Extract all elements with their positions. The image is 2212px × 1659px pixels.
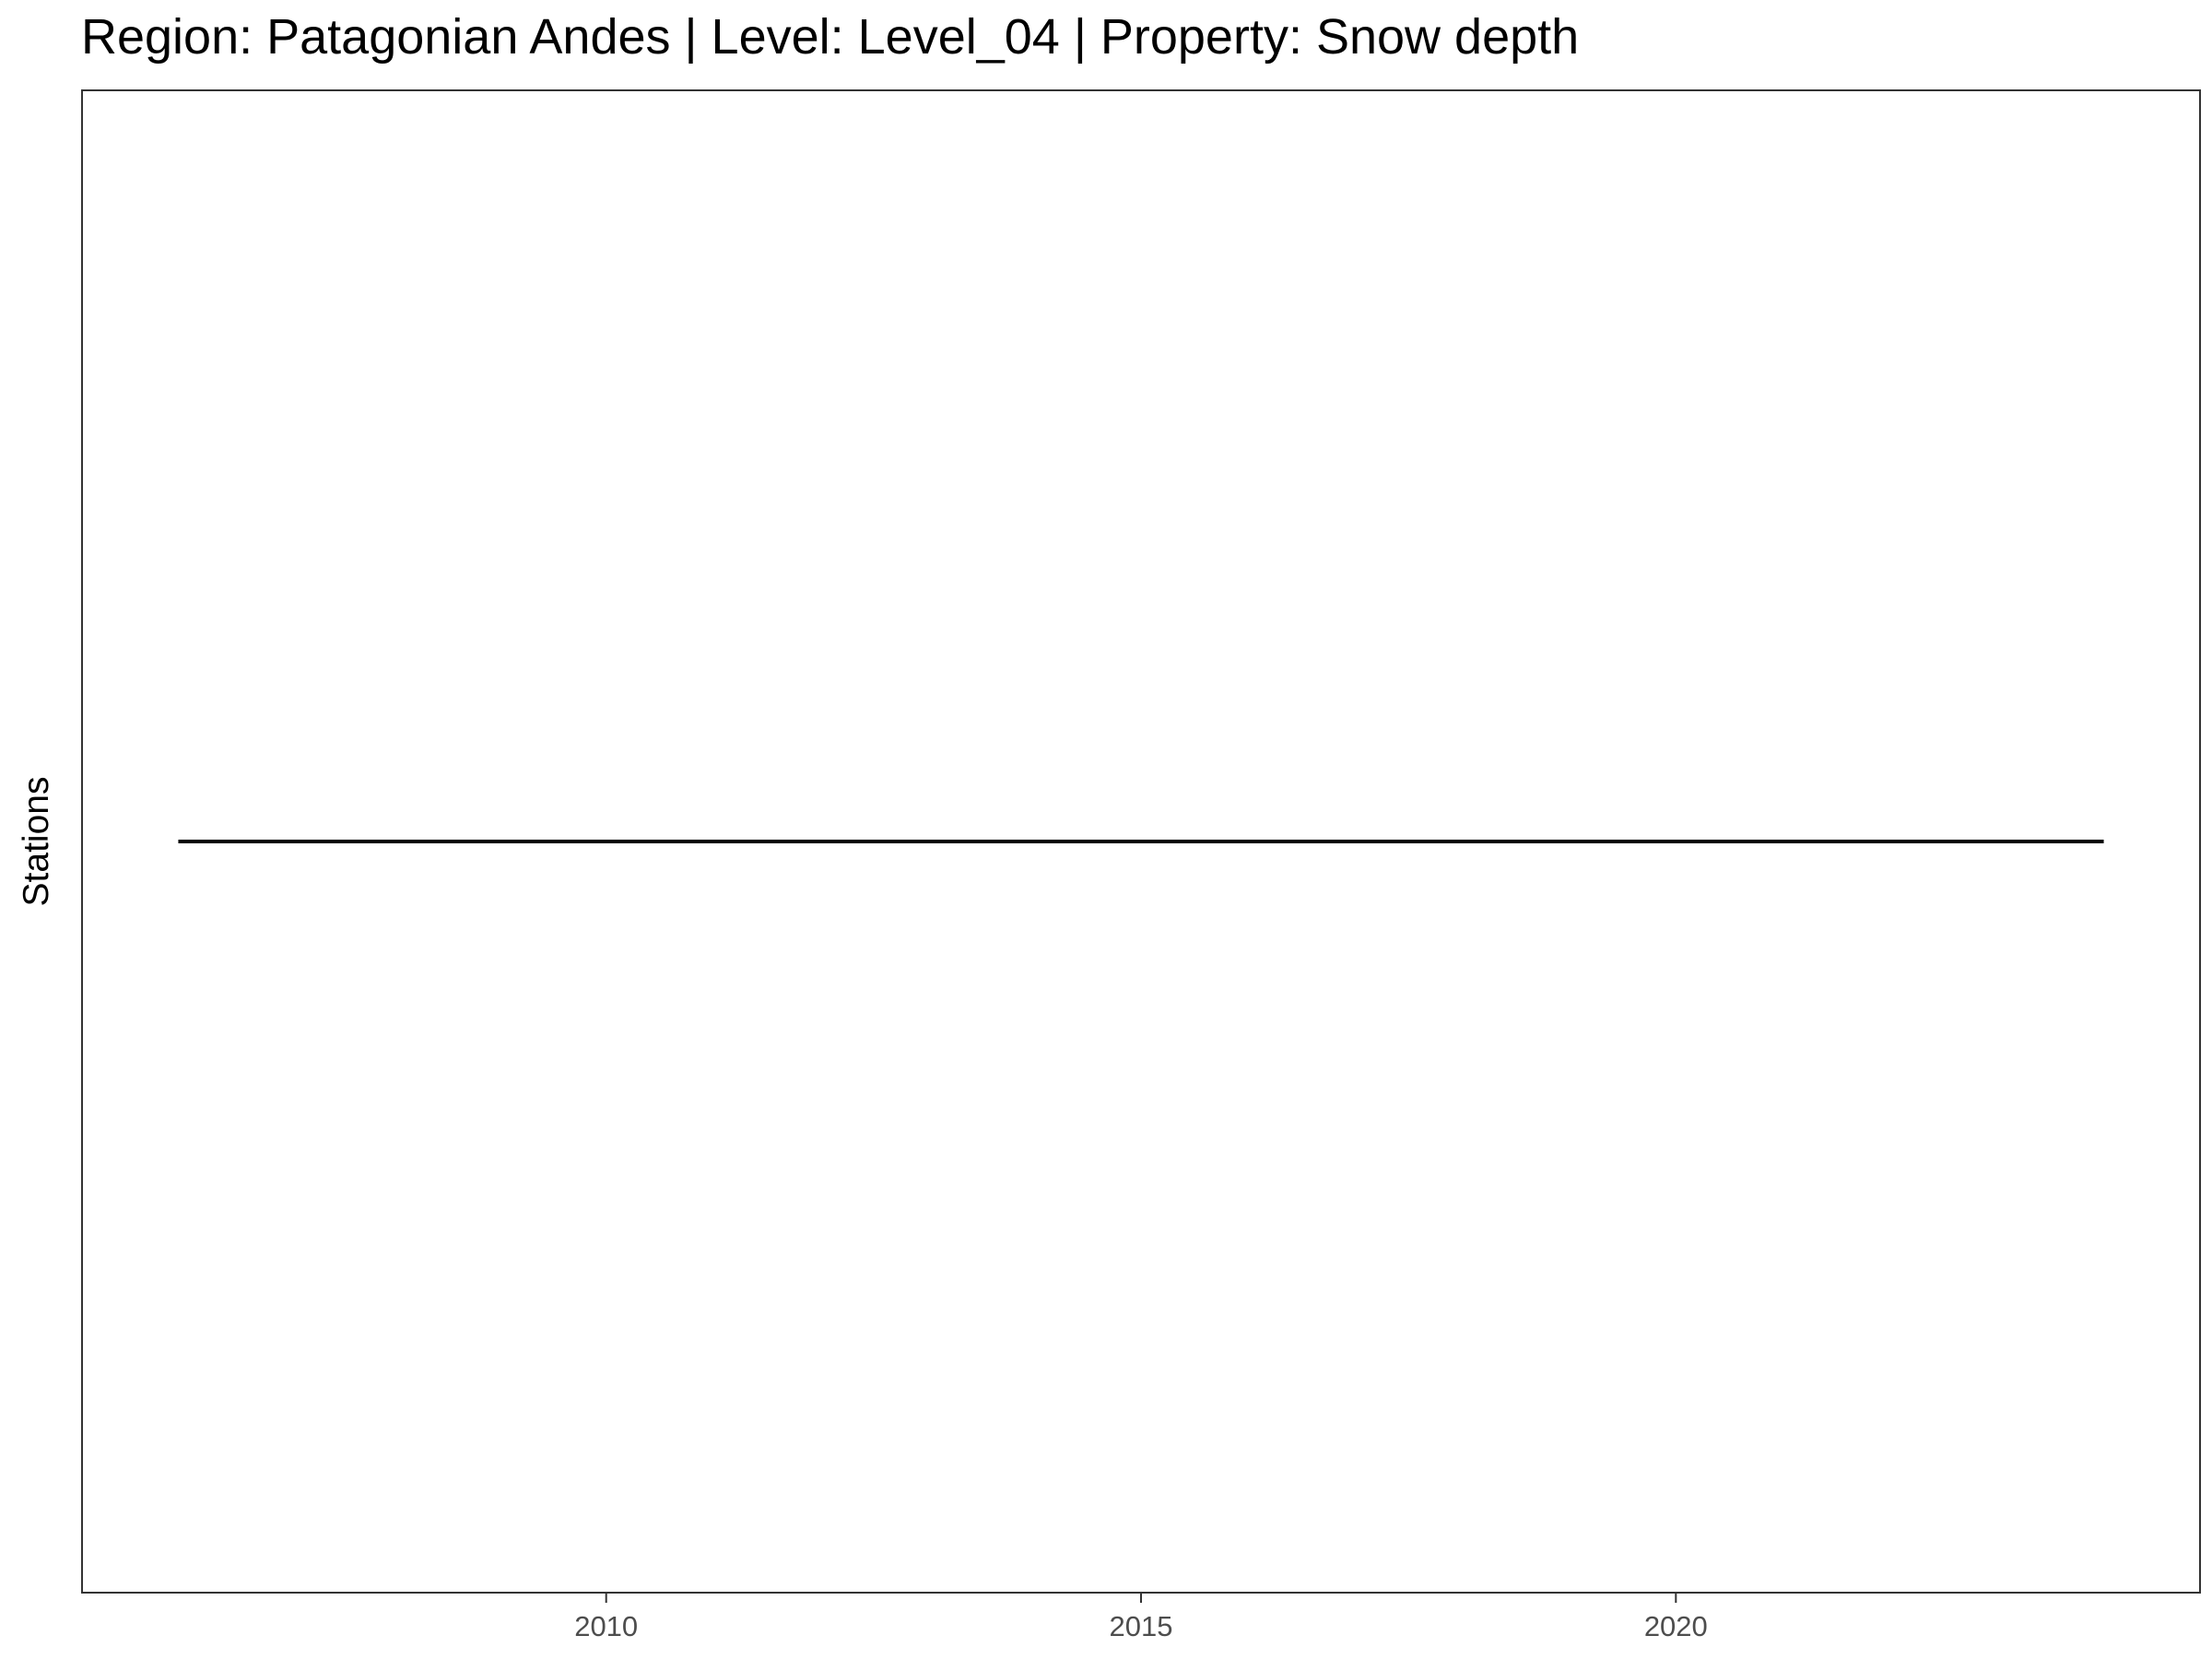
x-tick-label: 2015 [1110,1610,1173,1642]
x-axis-ticks [605,1593,1677,1603]
x-axis-tick-labels: 2010 2015 2020 [574,1610,1708,1642]
x-tick-label: 2010 [574,1610,638,1642]
chart-title: Region: Patagonian Andes | Level: Level_… [81,9,1579,65]
x-tick-label: 2020 [1644,1610,1708,1642]
y-axis-label: Stations [17,777,56,907]
